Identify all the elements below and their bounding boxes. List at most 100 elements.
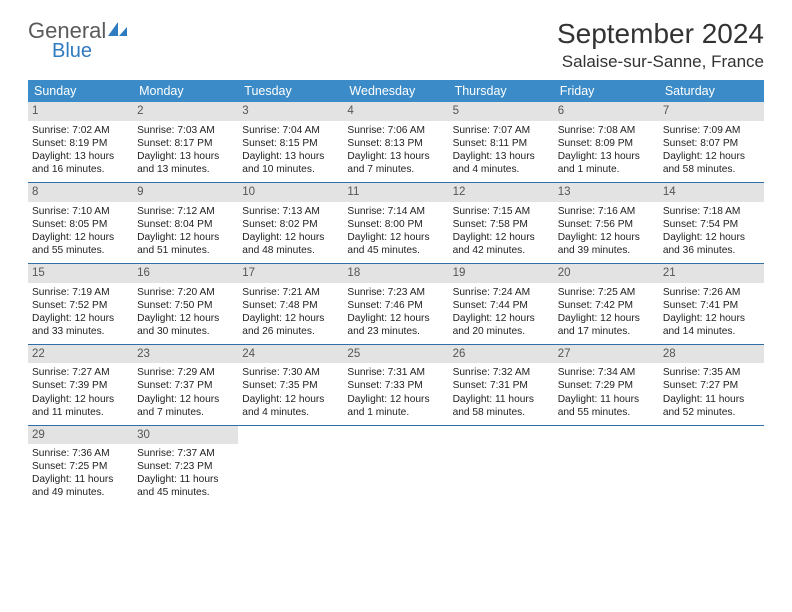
- daylight-line: Daylight: 13 hours and 1 minute.: [558, 150, 655, 176]
- sunset-line: Sunset: 8:17 PM: [137, 137, 234, 150]
- sunset-line: Sunset: 7:56 PM: [558, 218, 655, 231]
- sunrise-line: Sunrise: 7:20 AM: [137, 286, 234, 299]
- sunset-line: Sunset: 7:46 PM: [347, 299, 444, 312]
- daylight-line: Daylight: 12 hours and 1 minute.: [347, 393, 444, 419]
- day-details: Sunrise: 7:06 AMSunset: 8:13 PMDaylight:…: [347, 124, 444, 176]
- daylight-line: Daylight: 12 hours and 30 minutes.: [137, 312, 234, 338]
- day-cell: 7Sunrise: 7:09 AMSunset: 8:07 PMDaylight…: [659, 102, 764, 182]
- day-details: Sunrise: 7:31 AMSunset: 7:33 PMDaylight:…: [347, 366, 444, 418]
- sunset-line: Sunset: 7:50 PM: [137, 299, 234, 312]
- daylight-line: Daylight: 11 hours and 45 minutes.: [137, 473, 234, 499]
- day-number: 10: [238, 183, 343, 202]
- day-number: 25: [343, 345, 448, 364]
- day-cell: 27Sunrise: 7:34 AMSunset: 7:29 PMDayligh…: [554, 344, 659, 425]
- day-details: Sunrise: 7:14 AMSunset: 8:00 PMDaylight:…: [347, 205, 444, 257]
- logo: General Blue: [28, 18, 128, 61]
- day-cell: .: [554, 425, 659, 505]
- day-cell: .: [449, 425, 554, 505]
- daylight-line: Daylight: 12 hours and 58 minutes.: [663, 150, 760, 176]
- daylight-line: Daylight: 12 hours and 51 minutes.: [137, 231, 234, 257]
- day-number: 6: [554, 102, 659, 121]
- day-cell: 25 Sunrise: 7:31 AMSunset: 7:33 PMDayligh…: [343, 344, 448, 425]
- logo-sail-icon: [108, 21, 128, 42]
- day-details: Sunrise: 7:27 AMSunset: 7:39 PMDaylight:…: [32, 366, 129, 418]
- dow-tuesday: Tuesday: [238, 80, 343, 102]
- daylight-line: Daylight: 12 hours and 4 minutes.: [242, 393, 339, 419]
- sunrise-line: Sunrise: 7:25 AM: [558, 286, 655, 299]
- sunrise-line: Sunrise: 7:32 AM: [453, 366, 550, 379]
- sunset-line: Sunset: 8:02 PM: [242, 218, 339, 231]
- day-number: 20: [554, 264, 659, 283]
- day-number: 15: [28, 264, 133, 283]
- dow-friday: Friday: [554, 80, 659, 102]
- day-cell: 29Sunrise: 7:36 AMSunset: 7:25 PMDayligh…: [28, 425, 133, 505]
- day-details: Sunrise: 7:10 AMSunset: 8:05 PMDaylight:…: [32, 205, 129, 257]
- daylight-line: Daylight: 12 hours and 39 minutes.: [558, 231, 655, 257]
- sunrise-line: Sunrise: 7:07 AM: [453, 124, 550, 137]
- day-cell: 2 Sunrise: 7:03 AMSunset: 8:17 PMDaylight…: [133, 102, 238, 182]
- week-row: 15 Sunrise: 7:19 AMSunset: 7:52 PMDayligh…: [28, 263, 764, 344]
- sunset-line: Sunset: 8:07 PM: [663, 137, 760, 150]
- day-details: Sunrise: 7:18 AMSunset: 7:54 PMDaylight:…: [663, 205, 760, 257]
- daylight-line: Daylight: 13 hours and 13 minutes.: [137, 150, 234, 176]
- day-details: Sunrise: 7:19 AMSunset: 7:52 PMDaylight:…: [32, 286, 129, 338]
- day-number: 18: [343, 264, 448, 283]
- dow-sunday: Sunday: [28, 80, 133, 102]
- sunrise-line: Sunrise: 7:16 AM: [558, 205, 655, 218]
- sunset-line: Sunset: 8:15 PM: [242, 137, 339, 150]
- sunrise-line: Sunrise: 7:04 AM: [242, 124, 339, 137]
- day-number: 16: [133, 264, 238, 283]
- day-cell: .: [343, 425, 448, 505]
- day-details: Sunrise: 7:15 AMSunset: 7:58 PMDaylight:…: [453, 205, 550, 257]
- day-number: 12: [449, 183, 554, 202]
- day-details: Sunrise: 7:03 AMSunset: 8:17 PMDaylight:…: [137, 124, 234, 176]
- sunrise-line: Sunrise: 7:36 AM: [32, 447, 129, 460]
- day-details: Sunrise: 7:24 AMSunset: 7:44 PMDaylight:…: [453, 286, 550, 338]
- daylight-line: Daylight: 11 hours and 55 minutes.: [558, 393, 655, 419]
- day-cell: 11Sunrise: 7:14 AMSunset: 8:00 PMDayligh…: [343, 182, 448, 263]
- sunset-line: Sunset: 7:35 PM: [242, 379, 339, 392]
- sunrise-line: Sunrise: 7:24 AM: [453, 286, 550, 299]
- day-cell: 3Sunrise: 7:04 AMSunset: 8:15 PMDaylight…: [238, 102, 343, 182]
- location: Salaise-sur-Sanne, France: [557, 52, 764, 72]
- calendar-table: Sunday Monday Tuesday Wednesday Thursday…: [28, 80, 764, 506]
- daylight-line: Daylight: 13 hours and 4 minutes.: [453, 150, 550, 176]
- day-details: Sunrise: 7:36 AMSunset: 7:25 PMDaylight:…: [32, 447, 129, 499]
- sunset-line: Sunset: 7:29 PM: [558, 379, 655, 392]
- day-cell: .: [238, 425, 343, 505]
- sunrise-line: Sunrise: 7:06 AM: [347, 124, 444, 137]
- logo-text: General Blue: [28, 18, 128, 61]
- day-details: Sunrise: 7:16 AMSunset: 7:56 PMDaylight:…: [558, 205, 655, 257]
- day-number: 9: [133, 183, 238, 202]
- day-details: Sunrise: 7:07 AMSunset: 8:11 PMDaylight:…: [453, 124, 550, 176]
- day-number: 2: [133, 102, 238, 121]
- week-row: 29Sunrise: 7:36 AMSunset: 7:25 PMDayligh…: [28, 425, 764, 505]
- sunrise-line: Sunrise: 7:35 AM: [663, 366, 760, 379]
- day-cell: 26Sunrise: 7:32 AMSunset: 7:31 PMDayligh…: [449, 344, 554, 425]
- sunrise-line: Sunrise: 7:14 AM: [347, 205, 444, 218]
- sunrise-line: Sunrise: 7:31 AM: [347, 366, 444, 379]
- day-cell: 30Sunrise: 7:37 AMSunset: 7:23 PMDayligh…: [133, 425, 238, 505]
- sunrise-line: Sunrise: 7:08 AM: [558, 124, 655, 137]
- daylight-line: Daylight: 12 hours and 23 minutes.: [347, 312, 444, 338]
- daylight-line: Daylight: 12 hours and 48 minutes.: [242, 231, 339, 257]
- day-cell: 5Sunrise: 7:07 AMSunset: 8:11 PMDaylight…: [449, 102, 554, 182]
- daylight-line: Daylight: 12 hours and 42 minutes.: [453, 231, 550, 257]
- sunrise-line: Sunrise: 7:18 AM: [663, 205, 760, 218]
- day-cell: 12 Sunrise: 7:15 AMSunset: 7:58 PMDayligh…: [449, 182, 554, 263]
- day-details: Sunrise: 7:34 AMSunset: 7:29 PMDaylight:…: [558, 366, 655, 418]
- daylight-line: Daylight: 12 hours and 36 minutes.: [663, 231, 760, 257]
- day-cell: 6Sunrise: 7:08 AMSunset: 8:09 PMDaylight…: [554, 102, 659, 182]
- day-cell: 18Sunrise: 7:23 AMSunset: 7:46 PMDayligh…: [343, 263, 448, 344]
- day-details: Sunrise: 7:37 AMSunset: 7:23 PMDaylight:…: [137, 447, 234, 499]
- day-details: Sunrise: 7:13 AMSunset: 8:02 PMDaylight:…: [242, 205, 339, 257]
- header: General Blue September 2024 Salaise-sur-…: [28, 18, 764, 72]
- week-row: 22Sunrise: 7:27 AMSunset: 7:39 PMDayligh…: [28, 344, 764, 425]
- dow-monday: Monday: [133, 80, 238, 102]
- day-details: Sunrise: 7:25 AMSunset: 7:42 PMDaylight:…: [558, 286, 655, 338]
- day-details: Sunrise: 7:21 AMSunset: 7:48 PMDaylight:…: [242, 286, 339, 338]
- day-cell: 20 Sunrise: 7:25 AMSunset: 7:42 PMDayligh…: [554, 263, 659, 344]
- sunrise-line: Sunrise: 7:10 AM: [32, 205, 129, 218]
- day-number: 3: [238, 102, 343, 121]
- sunset-line: Sunset: 7:44 PM: [453, 299, 550, 312]
